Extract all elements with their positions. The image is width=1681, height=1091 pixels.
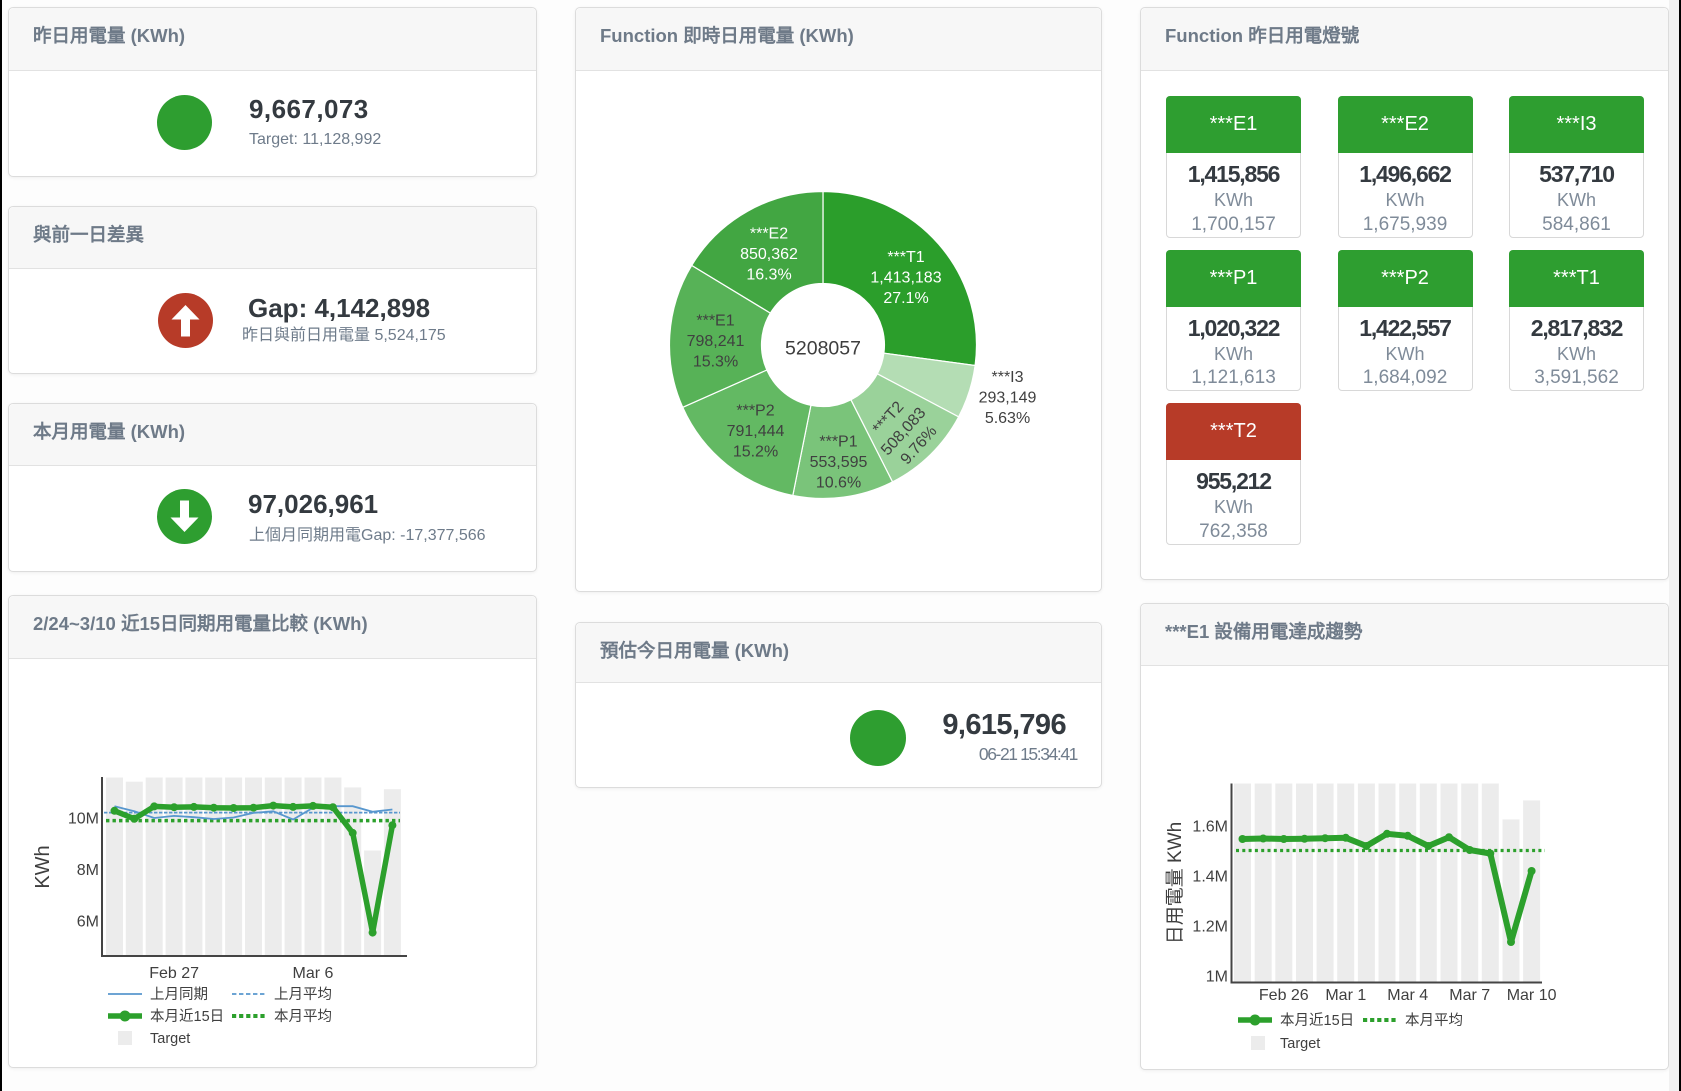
svg-text:***P1: ***P1	[819, 434, 857, 451]
svg-text:***T1: ***T1	[887, 249, 924, 266]
svg-text:27.1%: 27.1%	[883, 290, 928, 307]
svg-text:1M: 1M	[1206, 969, 1228, 986]
svg-text:1.6M: 1.6M	[1192, 819, 1228, 836]
svg-text:293,149: 293,149	[979, 390, 1037, 407]
svg-text:Feb 26: Feb 26	[1259, 987, 1309, 1004]
svg-text:15.3%: 15.3%	[693, 354, 738, 371]
svg-text:Mar 7: Mar 7	[1449, 987, 1490, 1004]
svg-text:8M: 8M	[77, 862, 99, 879]
svg-text:Target: Target	[1280, 1036, 1320, 1052]
svg-text:Mar 1: Mar 1	[1325, 987, 1366, 1004]
svg-text:15.2%: 15.2%	[733, 444, 778, 461]
svg-text:553,595: 553,595	[810, 454, 868, 471]
svg-text:***E1: ***E1	[696, 313, 734, 330]
svg-text:Target: Target	[150, 1031, 190, 1047]
svg-text:Feb 27: Feb 27	[149, 965, 199, 982]
svg-text:本月平均: 本月平均	[1405, 1012, 1463, 1029]
svg-text:798,241: 798,241	[687, 333, 745, 350]
svg-text:***I3: ***I3	[991, 369, 1023, 386]
svg-text:Mar 6: Mar 6	[293, 965, 334, 982]
svg-text:16.3%: 16.3%	[746, 267, 791, 284]
svg-text:上月同期: 上月同期	[150, 986, 208, 1003]
svg-text:5.63%: 5.63%	[985, 410, 1030, 427]
svg-text:6M: 6M	[77, 914, 99, 931]
svg-text:***P2: ***P2	[736, 403, 774, 420]
svg-text:5208057: 5208057	[785, 338, 861, 360]
svg-text:1.2M: 1.2M	[1192, 919, 1228, 936]
svg-text:Mar 10: Mar 10	[1507, 987, 1557, 1004]
svg-text:上月平均: 上月平均	[274, 986, 332, 1003]
svg-text:10.6%: 10.6%	[816, 475, 861, 492]
svg-text:日用電量 KWh: 日用電量 KWh	[1165, 822, 1186, 944]
svg-text:1,413,183: 1,413,183	[870, 270, 941, 287]
svg-text:本月近15日: 本月近15日	[150, 1008, 224, 1025]
svg-text:Mar 4: Mar 4	[1387, 987, 1428, 1004]
svg-text:本月近15日: 本月近15日	[1280, 1012, 1354, 1029]
svg-text:850,362: 850,362	[740, 246, 798, 263]
svg-text:本月平均: 本月平均	[274, 1008, 332, 1025]
svg-text:10M: 10M	[68, 811, 99, 828]
svg-text:***E2: ***E2	[750, 226, 788, 243]
svg-text:791,444: 791,444	[727, 423, 785, 440]
svg-text:1.4M: 1.4M	[1192, 869, 1228, 886]
svg-text:KWh: KWh	[32, 845, 54, 888]
